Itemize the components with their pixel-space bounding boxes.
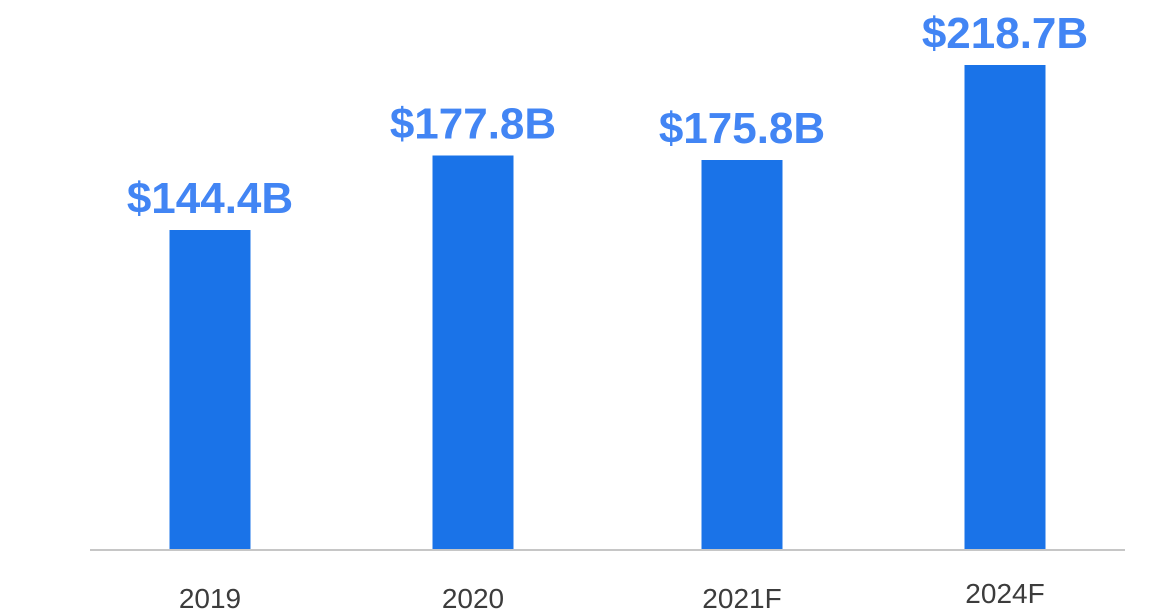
bar-2024f	[964, 65, 1046, 550]
value-label-2020: $177.8B	[390, 100, 556, 149]
x-tick-label-2024f: 2024F	[965, 578, 1044, 609]
value-labels-group: $144.4B $177.8B $175.8B $218.7B	[127, 9, 1088, 223]
bar-2020	[432, 155, 514, 550]
bar-2019	[169, 229, 251, 551]
x-tick-label-2020: 2020	[442, 583, 504, 614]
x-tick-labels-group: 2019 2020 2021F 2024F	[179, 578, 1045, 614]
value-label-2019: $144.4B	[127, 174, 293, 223]
x-tick-label-2021f: 2021F	[702, 583, 781, 614]
bars-group	[169, 65, 1046, 551]
value-label-2021f: $175.8B	[659, 104, 825, 153]
x-tick-label-2019: 2019	[179, 583, 241, 614]
bar-2021f	[701, 160, 783, 550]
value-label-2024f: $218.7B	[922, 9, 1088, 58]
